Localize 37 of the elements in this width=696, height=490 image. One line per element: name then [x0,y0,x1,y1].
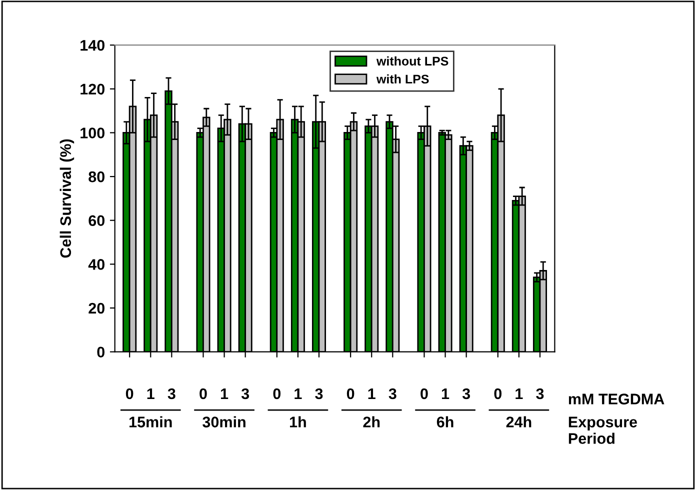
text: mM TEGDMA [568,394,664,404]
x-tick-label: 0 [346,388,354,400]
x-tick-label: 3 [536,388,544,400]
text: 24h [506,416,532,428]
x-tick-label: 3 [315,388,323,400]
x-tick-label: 3 [388,388,396,400]
x-tick-label: 1 [516,388,523,400]
y-tick-label: 0 [97,346,104,358]
x-tick-label: 1 [294,388,302,400]
y-tick-label: 20 [88,302,104,314]
legend-label: without LPS [376,56,448,66]
x-tick-label: 0 [273,388,281,400]
x-tick-label: 1 [442,388,450,400]
x-tick-label: 1 [368,388,376,400]
y-tick-label: 120 [80,84,104,95]
text: 1h [290,416,306,428]
x-tick-label: 3 [168,388,176,400]
x-tick-label: 0 [494,388,502,400]
text: 30min [202,416,246,428]
x-tick-label: 0 [200,388,207,400]
x-tick-label: 0 [420,388,428,400]
x-tick-label: 0 [126,388,134,400]
text: 2h [363,416,380,428]
y-tick-label: 80 [88,171,104,182]
x-tick-label: 3 [462,388,470,400]
text: Exposure Period [568,416,638,444]
text: 15min [130,416,172,428]
y-tick-label: 60 [88,215,104,226]
y-tick-label: 100 [80,128,104,138]
y-tick-label: 40 [88,259,104,270]
y-tick-label: 140 [80,40,104,51]
x-tick-label: 1 [220,388,228,400]
y-axis-title: Cell Survival (%) [60,139,74,258]
x-tick-label: 1 [147,388,154,400]
x-tick-label: 3 [241,388,250,400]
text: 6h [436,416,454,428]
legend-label: with LPS [376,74,429,84]
